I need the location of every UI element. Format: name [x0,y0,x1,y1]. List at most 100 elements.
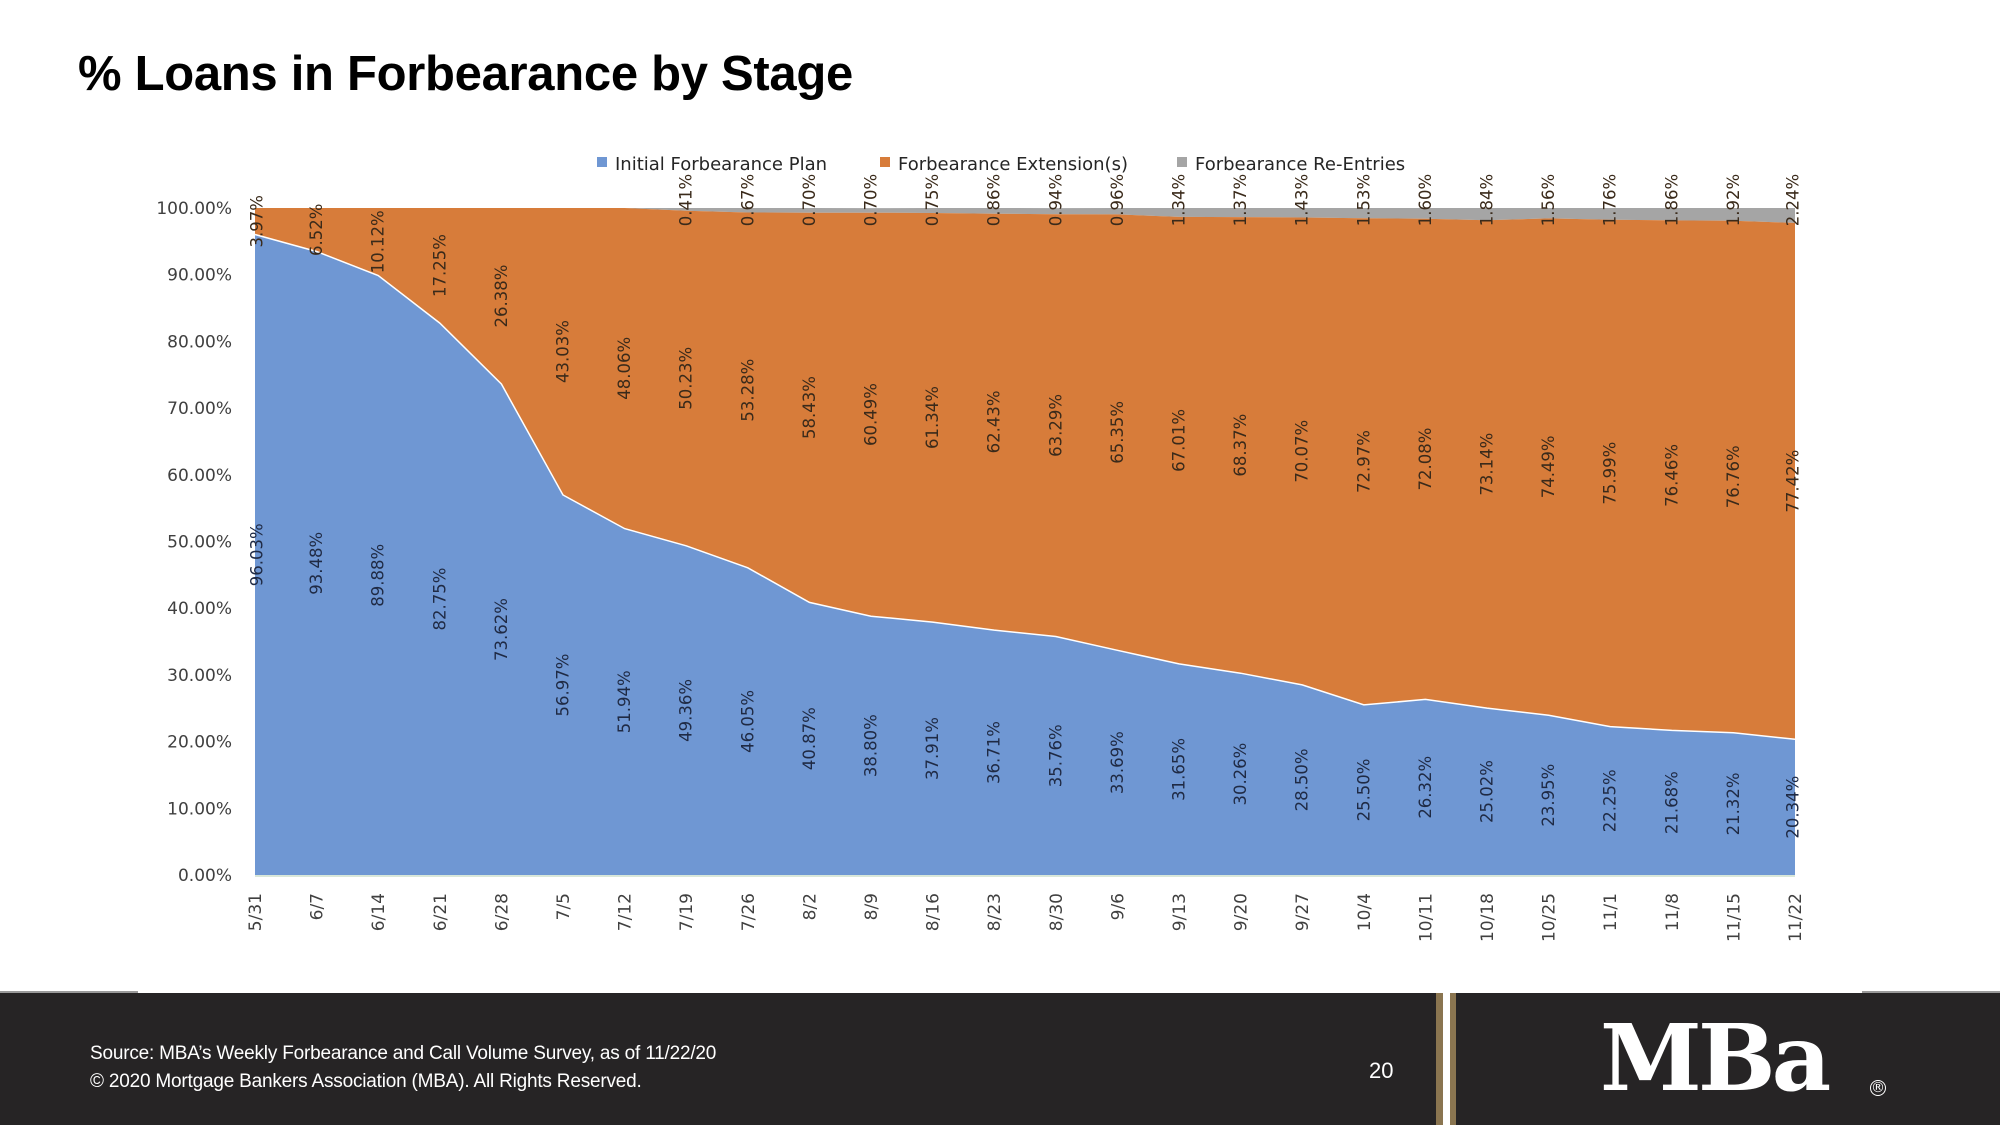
chart-areas [254,208,1796,877]
data-label-extension: 77.42% [1784,450,1803,513]
x-tick-label: 11/15 [1724,893,1744,942]
data-label-initial: 51.94% [615,670,634,733]
boundary-initial-extension [254,233,1796,741]
x-tick-label: 6/7 [308,893,328,920]
mba-logo: MBa [1600,1004,1831,1112]
data-label-reentry: 1.53% [1354,174,1373,226]
data-label-initial: 26.32% [1416,756,1435,819]
divider-stripe-white [1443,993,1450,1125]
y-tick-label: 20.00% [167,733,232,753]
x-tick-label: 9/6 [1108,893,1128,920]
footer-rule-right [1862,991,2000,993]
data-label-extension: 75.99% [1601,442,1620,505]
x-tick-label: 10/18 [1478,893,1498,942]
area-reentries [255,208,1795,223]
x-tick-label: 11/8 [1663,893,1683,931]
y-tick-label: 80.00% [167,332,232,352]
data-label-initial: 56.97% [554,654,573,717]
data-label-extension: 62.43% [985,390,1004,453]
y-tick-label: 50.00% [167,533,232,553]
data-label-initial: 73.62% [492,598,511,661]
data-label-extension: 72.97% [1354,430,1373,493]
area-extensions [255,208,1795,740]
x-tick-label: 10/25 [1540,893,1560,942]
data-label-initial: 36.71% [985,721,1004,784]
data-labels: 96.03% 3.97% 93.48% 6.52% 89.88% 10.12% 82.75%… [248,174,1803,839]
data-label-reentry: 1.92% [1724,174,1743,226]
legend-swatch [1177,157,1187,167]
x-tick-label: 11/1 [1601,893,1621,931]
data-label-initial: 93.48% [307,532,326,595]
data-label-extension: 72.08% [1416,428,1435,491]
x-tick-label: 7/19 [677,893,697,931]
footer-source: Source: MBA’s Weekly Forbearance and Cal… [90,1040,716,1096]
y-tick-label: 40.00% [167,599,232,619]
data-label-extension: 61.34% [923,386,942,449]
legend-swatch [597,157,607,167]
data-label-extension: 74.49% [1539,435,1558,498]
data-label-extension: 67.01% [1170,409,1189,472]
x-tick-label: 10/11 [1416,893,1436,942]
x-tick-label: 10/4 [1355,893,1375,931]
y-tick-label: 90.00% [167,266,232,286]
data-label-reentry: 1.56% [1539,174,1558,226]
forbearance-stacked-area-chart: 0.00% 10.00% 20.00% 30.00% 40.00% 50.00% 60.00… [156,154,1806,942]
data-label-initial: 38.80% [862,714,881,777]
data-label-initial: 30.26% [1231,743,1250,806]
copyright-text: © 2020 Mortgage Bankers Association (MBA… [90,1071,642,1092]
y-tick-label: 30.00% [167,666,232,686]
x-tick-label: 9/13 [1170,893,1190,931]
data-label-extension: 58.43% [800,376,819,439]
y-tick-label: 100.00% [156,199,232,219]
data-label-initial: 28.50% [1293,748,1312,811]
data-label-reentry: 0.41% [677,174,696,226]
data-label-extension: 65.35% [1108,401,1127,464]
area-initial-plan [255,234,1795,875]
data-label-extension: 73.14% [1478,433,1497,496]
x-axis: 5/31 6/7 6/14 6/21 6/28 7/5 7/12 7/19 7/26 8/2 8/9… [246,893,1806,942]
data-label-reentry: 1.60% [1416,174,1435,226]
data-label-extension: 53.28% [738,359,757,422]
data-label-initial: 96.03% [248,523,267,586]
legend-label: Forbearance Extension(s) [898,154,1128,175]
x-tick-label: 9/20 [1232,893,1252,931]
data-label-initial: 21.68% [1662,771,1681,834]
data-label-extension: 10.12% [369,210,388,273]
data-label-extension: 50.23% [677,347,696,410]
data-label-reentry: 1.37% [1231,174,1250,226]
data-label-initial: 25.02% [1478,760,1497,823]
slide-title: % Loans in Forbearance by Stage [78,47,853,101]
data-label-extension: 76.76% [1724,445,1743,508]
data-label-extension: 60.49% [862,383,881,446]
data-label-initial: 22.25% [1601,769,1620,832]
x-tick-label: 7/5 [554,893,574,920]
data-label-reentry: 1.43% [1293,174,1312,226]
legend-label: Forbearance Re-Entries [1195,154,1405,175]
data-label-extension: 70.07% [1293,420,1312,483]
data-label-initial: 89.88% [369,544,388,607]
data-label-extension: 3.97% [248,195,267,247]
data-label-initial: 35.76% [1046,724,1065,787]
registered-mark-icon: ® [1870,1080,1886,1096]
data-label-initial: 40.87% [800,707,819,770]
data-label-extension: 48.06% [615,337,634,400]
x-tick-label: 8/23 [985,893,1005,931]
data-label-extension: 17.25% [430,234,449,297]
data-label-initial: 31.65% [1170,738,1189,801]
divider-stripe-gold [1450,993,1456,1125]
page-number: 20 [1369,1058,1394,1083]
x-tick-label: 5/31 [246,893,266,931]
data-label-reentry: 0.70% [800,174,819,226]
x-tick-label: 6/21 [431,893,451,931]
data-label-reentry: 0.75% [923,174,942,226]
data-label-reentry: 0.86% [985,174,1004,226]
data-label-extension: 43.03% [554,320,573,383]
data-label-initial: 21.32% [1724,772,1743,835]
footer-bar [0,993,2000,1125]
data-label-initial: 82.75% [430,568,449,631]
data-label-reentry: 1.76% [1601,174,1620,226]
y-tick-label: 0.00% [178,866,232,886]
data-label-initial: 25.50% [1354,758,1373,821]
data-label-reentry: 1.34% [1170,174,1189,226]
y-tick-label: 10.00% [167,799,232,819]
